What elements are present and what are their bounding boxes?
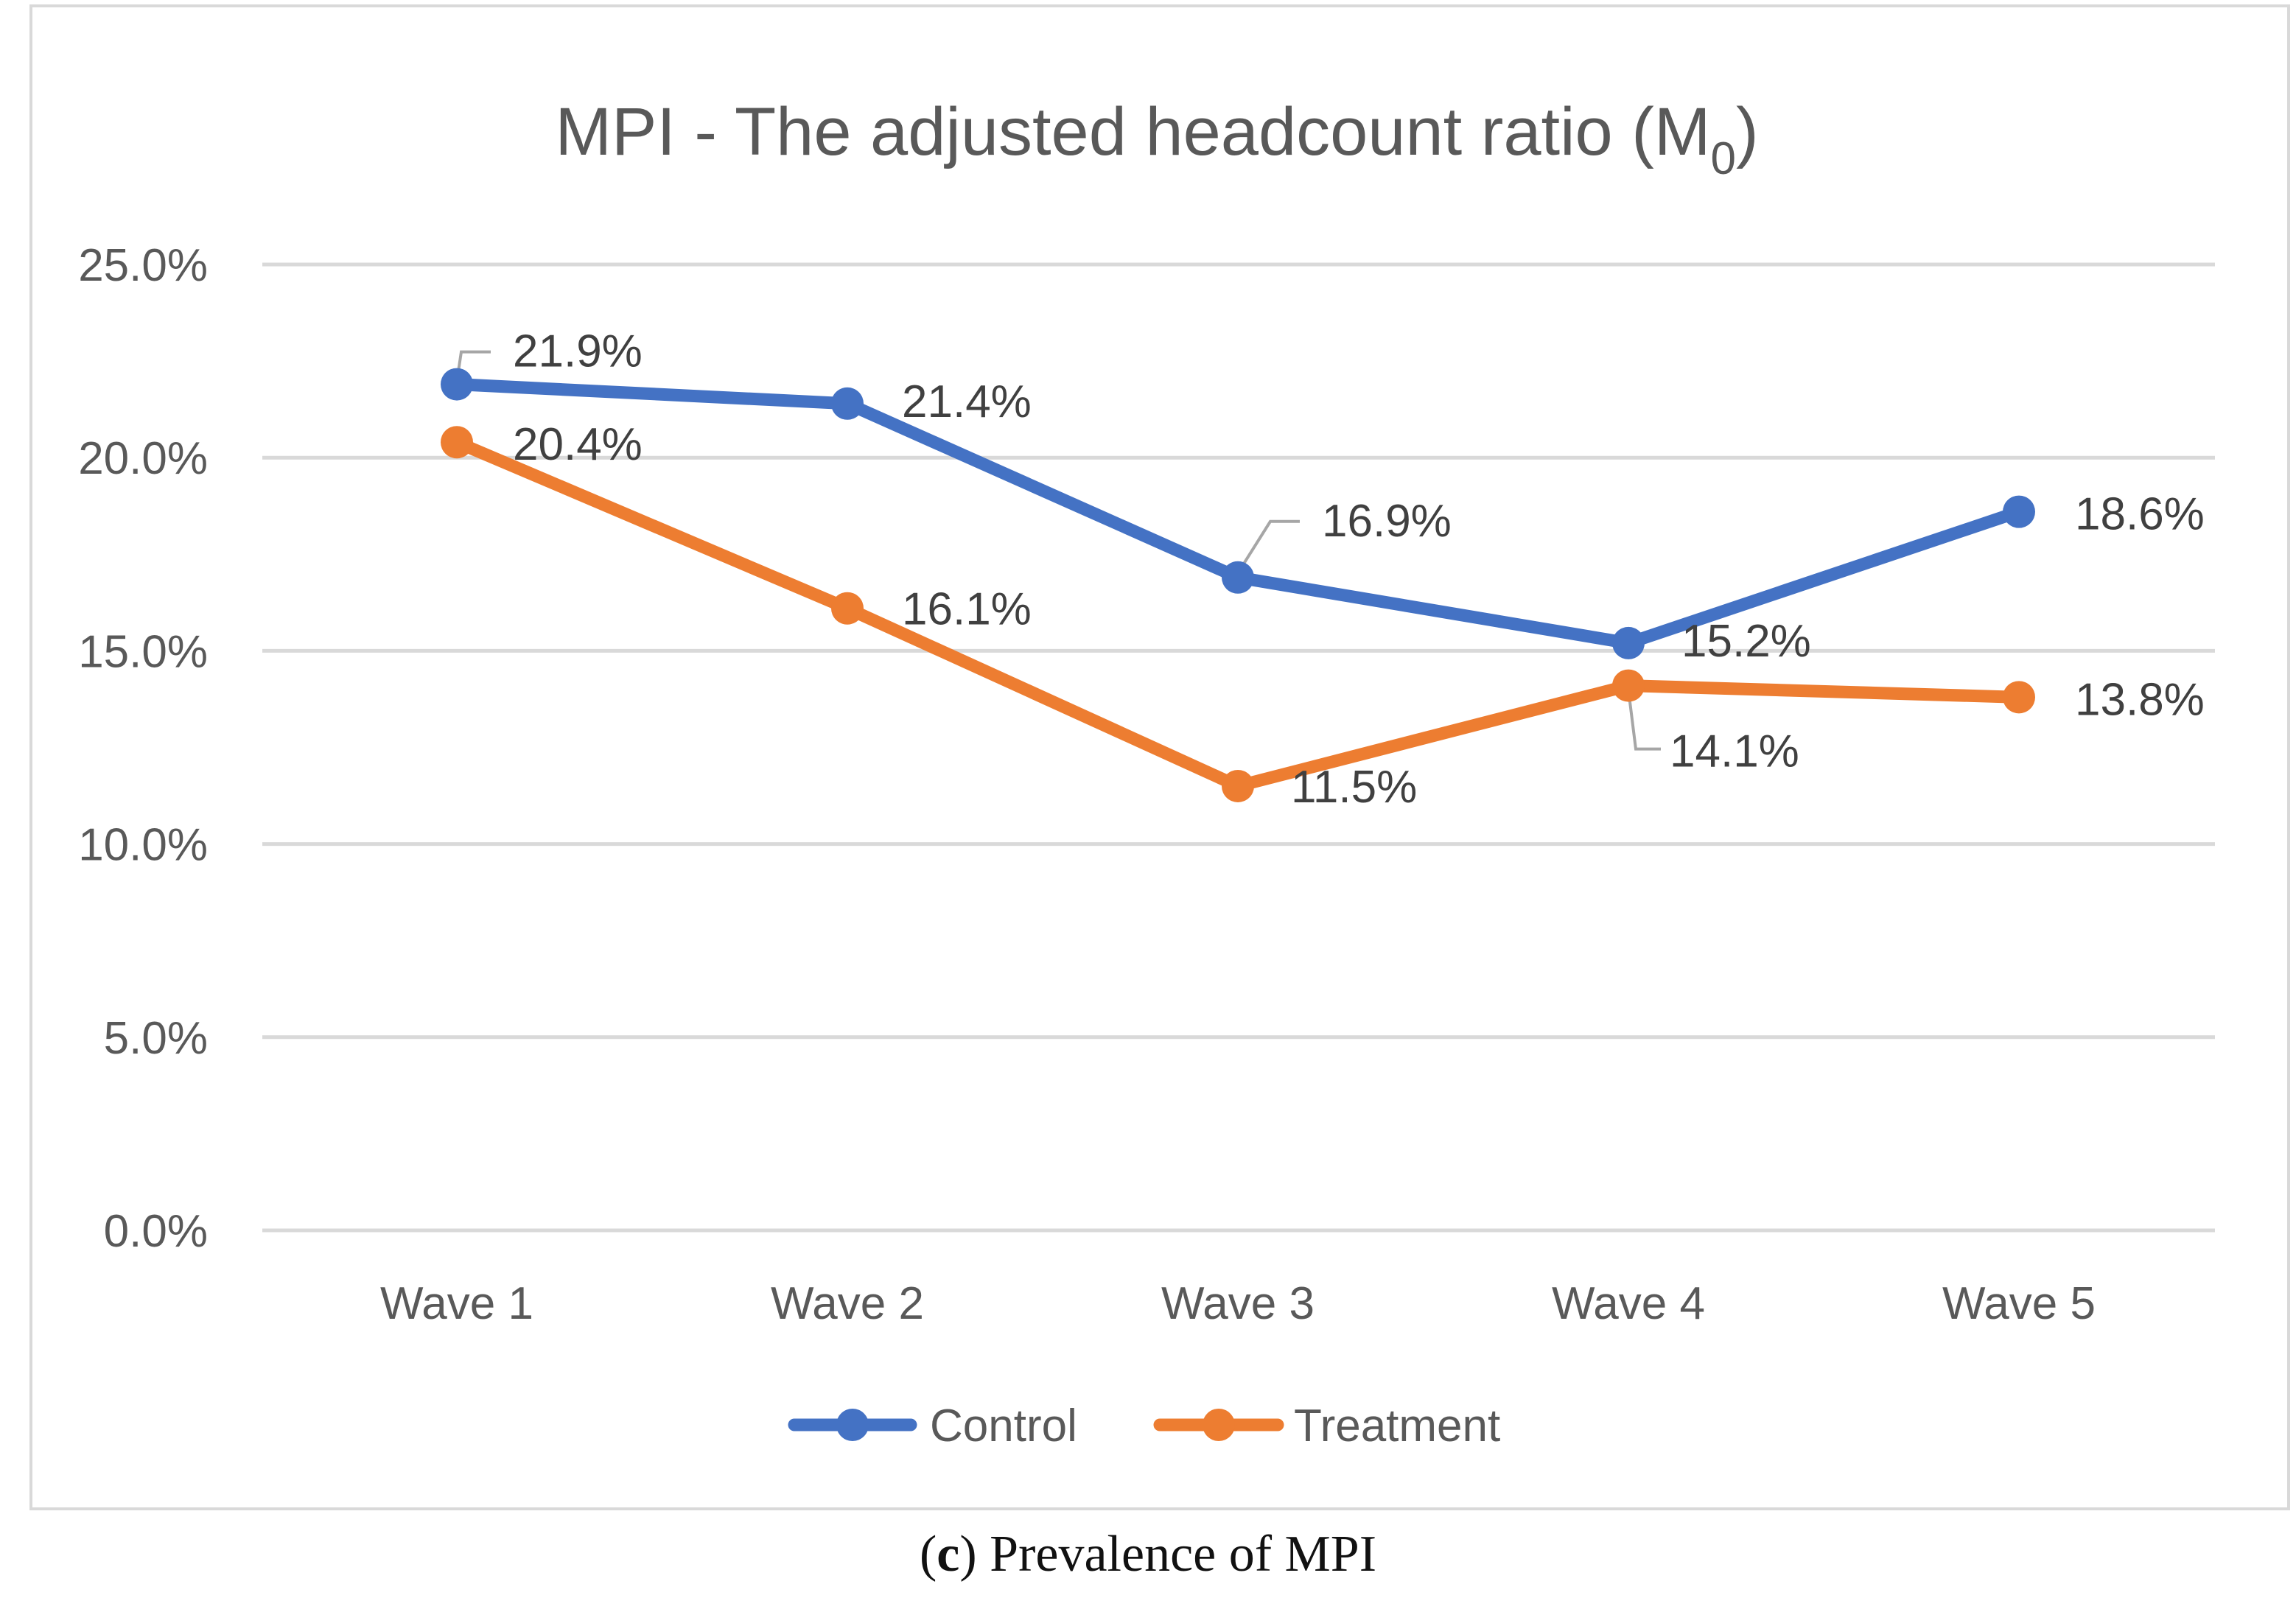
x-tick-label-4: Wave 5 bbox=[1942, 1278, 2096, 1329]
series-lines bbox=[441, 368, 2035, 802]
legend-label-treatment: Treatment bbox=[1294, 1401, 1500, 1451]
y-axis-ticks: 0.0% 5.0% 10.0% 15.0% 20.0% 25.0% bbox=[78, 240, 208, 1257]
marker-control-5 bbox=[2003, 495, 2035, 528]
marker-treatment-5 bbox=[2003, 681, 2035, 714]
legend: Control Treatment bbox=[788, 1401, 1500, 1451]
chart-title-suffix: ) bbox=[1736, 94, 1759, 169]
leader-line-1 bbox=[1236, 519, 1300, 574]
marker-control-1 bbox=[441, 368, 473, 401]
chart-title: MPI - The adjusted headcount ratio (M0) bbox=[555, 94, 1758, 184]
y-tick-label-5: 25.0% bbox=[78, 240, 208, 291]
figure-caption: (c) Prevalence of MPI bbox=[0, 1518, 2296, 1591]
marker-control-2 bbox=[831, 387, 864, 420]
marker-treatment-3 bbox=[1222, 769, 1254, 802]
x-axis-ticks: Wave 1 Wave 2 Wave 3 Wave 4 Wave 5 bbox=[380, 1278, 2096, 1329]
x-tick-label-0: Wave 1 bbox=[380, 1278, 533, 1329]
caption-open: ( bbox=[919, 1526, 937, 1583]
y-tick-label-1: 5.0% bbox=[104, 1013, 208, 1064]
legend-label-control: Control bbox=[930, 1401, 1077, 1451]
y-tick-label-4: 20.0% bbox=[78, 433, 208, 484]
series-line-control bbox=[450, 378, 2026, 650]
chart-svg: MPI - The adjusted headcount ratio (M0) … bbox=[78, 94, 2215, 1451]
x-tick-label-2: Wave 3 bbox=[1161, 1278, 1315, 1329]
chart-title-main: MPI - The adjusted headcount ratio (M bbox=[555, 94, 1710, 169]
data-label-treatment-5: 13.8% bbox=[2075, 674, 2205, 725]
caption-letter: c bbox=[937, 1526, 960, 1583]
legend-marker-control bbox=[836, 1409, 869, 1441]
marker-treatment-2 bbox=[831, 592, 864, 625]
x-tick-label-1: Wave 2 bbox=[771, 1278, 924, 1329]
data-label-control-2: 21.4% bbox=[902, 376, 1032, 427]
y-tick-label-0: 0.0% bbox=[104, 1206, 208, 1257]
data-label-control-4: 15.2% bbox=[1681, 616, 1811, 667]
caption-close: ) bbox=[959, 1526, 977, 1583]
data-label-treatment-1: 20.4% bbox=[513, 419, 643, 470]
data-label-control-1: 21.9% bbox=[513, 326, 643, 377]
legend-marker-treatment bbox=[1203, 1409, 1235, 1441]
data-label-treatment-2: 16.1% bbox=[902, 584, 1032, 635]
data-labels: 21.9% 21.4% 16.9% 15.2% 18.6% 20.4% 16.1% 11.5%… bbox=[513, 326, 2205, 813]
data-label-control-5: 18.6% bbox=[2075, 489, 2205, 540]
gridlines bbox=[262, 262, 2215, 1233]
data-label-treatment-4: 14.1% bbox=[1670, 726, 1799, 777]
caption-text: Prevalence of MPI bbox=[976, 1526, 1377, 1583]
chart-title-subscript: 0 bbox=[1711, 133, 1736, 184]
data-label-control-3: 16.9% bbox=[1322, 496, 1452, 547]
data-label-treatment-3: 11.5% bbox=[1291, 762, 1417, 813]
y-tick-label-3: 15.0% bbox=[78, 626, 208, 677]
leader-line-2 bbox=[1627, 690, 1661, 751]
label-leader-lines bbox=[455, 350, 1661, 751]
marker-control-3 bbox=[1222, 561, 1254, 594]
marker-control-4 bbox=[1612, 626, 1645, 659]
marker-treatment-4 bbox=[1612, 669, 1645, 702]
x-tick-label-3: Wave 4 bbox=[1552, 1278, 1705, 1329]
marker-treatment-1 bbox=[441, 426, 473, 459]
y-tick-label-2: 10.0% bbox=[78, 820, 208, 871]
